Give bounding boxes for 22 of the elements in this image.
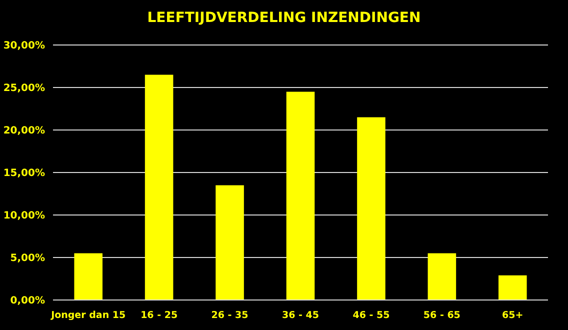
bar bbox=[216, 185, 244, 300]
y-tick-label: 5,00% bbox=[10, 253, 45, 264]
bar bbox=[286, 92, 315, 300]
x-tick-label: 65+ bbox=[502, 310, 524, 321]
y-tick-label: 0,00% bbox=[10, 296, 45, 306]
x-tick-label: 36 - 45 bbox=[282, 310, 319, 321]
x-tick-label: 46 - 55 bbox=[352, 310, 390, 321]
bar bbox=[74, 253, 102, 300]
y-tick-label: 25,00% bbox=[3, 83, 45, 94]
y-tick-label: 30,00% bbox=[3, 40, 45, 52]
bar bbox=[498, 275, 527, 300]
y-tick-label: 10,00% bbox=[3, 210, 45, 222]
bar bbox=[144, 74, 174, 300]
y-tick-label: 15,00% bbox=[3, 168, 45, 179]
y-tick-label: 20,00% bbox=[3, 126, 45, 136]
bar bbox=[428, 253, 456, 300]
chart-title: LEEFTIJDVERDELING INZENDINGEN bbox=[147, 10, 421, 26]
x-tick-label: 56 - 65 bbox=[423, 310, 460, 321]
bar bbox=[357, 117, 386, 300]
x-tick-label: 16 - 25 bbox=[140, 310, 178, 321]
x-tick-label: Jonger dan 15 bbox=[50, 310, 126, 321]
x-tick-label: 26 - 35 bbox=[211, 310, 248, 321]
